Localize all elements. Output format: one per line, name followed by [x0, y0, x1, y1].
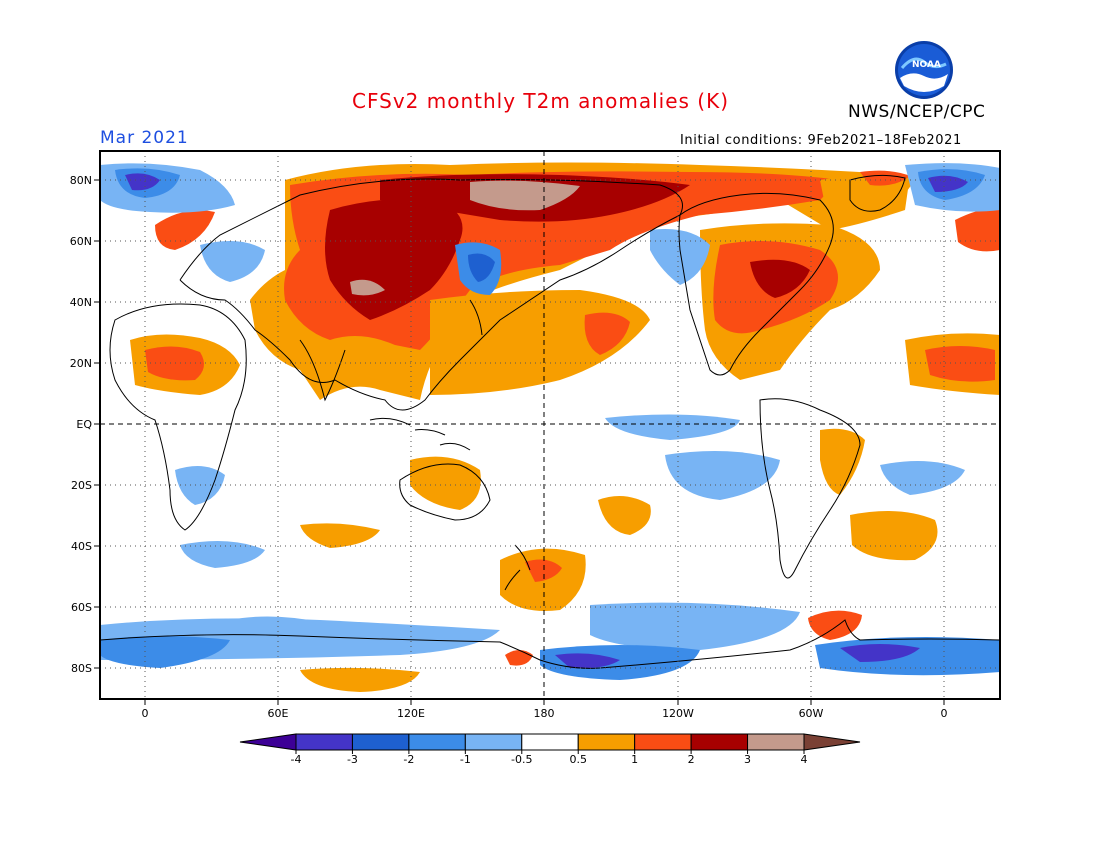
ticks [94, 179, 945, 705]
lat-label-eq: EQ [76, 418, 92, 431]
cold-region-equatorial-pacific [605, 414, 740, 440]
warm-region-antarctic-peninsula [808, 610, 862, 640]
cold-region-south-indian [230, 616, 320, 635]
lon-label-120e: 120E [397, 707, 425, 720]
cold-region-southern-ocean-east [590, 602, 800, 650]
grid [100, 151, 1000, 699]
warm-region-scandinavia [155, 210, 215, 250]
lon-label-60w: 60W [799, 707, 824, 720]
warm-region-pacific-core [584, 312, 630, 355]
warm-region-south-atlantic [850, 511, 938, 561]
coastline-south-america [759, 398, 861, 579]
map-frame [99, 150, 1001, 700]
warm-extreme-siberia [470, 180, 580, 211]
warm-region-arctic-canada [860, 170, 910, 186]
cold-region-arctic-extreme [125, 173, 160, 191]
coastline-japan [469, 299, 483, 336]
cold-region-antarctica-east-core [840, 644, 920, 662]
warm-region-south-america [820, 428, 865, 495]
anomaly-map: 80N 60N 40N 20N EQ 20S 40S 60S 80S 0 60E… [70, 150, 1001, 720]
warm-region-ross-sea [505, 650, 533, 666]
warm-extreme-central-asia [350, 279, 385, 296]
lon-label-180: 180 [534, 707, 555, 720]
warm-region-west-africa-wrap-core [925, 346, 995, 382]
chart-title: CFSv2 monthly T2m anomalies (K) [352, 89, 729, 113]
warm-region-new-zealand-core [525, 559, 562, 582]
coastline-eurasia [179, 178, 683, 411]
lat-label-80n: 80N [70, 174, 92, 187]
coastline-india [299, 339, 346, 402]
anomaly-fields [100, 162, 1000, 692]
coastline-australia [399, 463, 491, 521]
warm-region-south-pacific [598, 496, 651, 535]
coastlines [100, 174, 1000, 669]
cold-region-eastern-europe [200, 241, 265, 282]
cold-region-east-pacific [665, 451, 780, 500]
warm-region-north-africa-core [145, 346, 204, 381]
noaa-logo-text: NOAA [912, 60, 941, 70]
lat-label-20n: 20N [70, 357, 92, 370]
cold-region-arctic-wrap-extreme [928, 175, 968, 192]
warm-region-scandinavia-wrap [955, 208, 1000, 252]
coastline-new-zealand [504, 544, 531, 591]
initial-conditions-label: Initial conditions: 9Feb2021–18Feb2021 [680, 133, 962, 148]
cold-region-okhotsk-core [468, 253, 495, 282]
lat-label-60s: 60S [71, 601, 92, 614]
warm-region-east-antarctica [300, 667, 420, 692]
valid-month-label: Mar 2021 [100, 128, 189, 148]
warm-region-great-lakes [750, 259, 810, 298]
lon-label-0-east: 0 [941, 707, 948, 720]
cold-region-antarctica-west [100, 636, 230, 668]
coastline-antarctica [100, 619, 1000, 669]
lon-label-60e: 60E [268, 707, 289, 720]
noaa-logo [895, 41, 953, 99]
warm-region-australia [410, 456, 481, 510]
cold-region-antarctica-ross-core [555, 653, 620, 669]
coastline-greenland [849, 174, 906, 212]
lat-label-40s: 40S [71, 540, 92, 553]
coastline-north-america [678, 192, 834, 376]
organization-label: NWS/NCEP/CPC [848, 102, 986, 122]
lat-label-60n: 60N [70, 235, 92, 248]
cold-region-indian-ocean [180, 541, 265, 568]
lon-label-120w: 120W [662, 707, 694, 720]
lon-label-0-west: 0 [142, 707, 149, 720]
reference-lines [100, 151, 1000, 699]
coastline-africa [109, 303, 247, 531]
warm-region-indian-ocean [300, 523, 380, 548]
lat-label-40n: 40N [70, 296, 92, 309]
coastline-indonesia [369, 417, 471, 451]
cold-region-alaska [650, 229, 710, 285]
lat-label-80s: 80S [71, 662, 92, 675]
lat-label-20s: 20S [71, 479, 92, 492]
cold-region-antarctica-east [815, 636, 1000, 676]
